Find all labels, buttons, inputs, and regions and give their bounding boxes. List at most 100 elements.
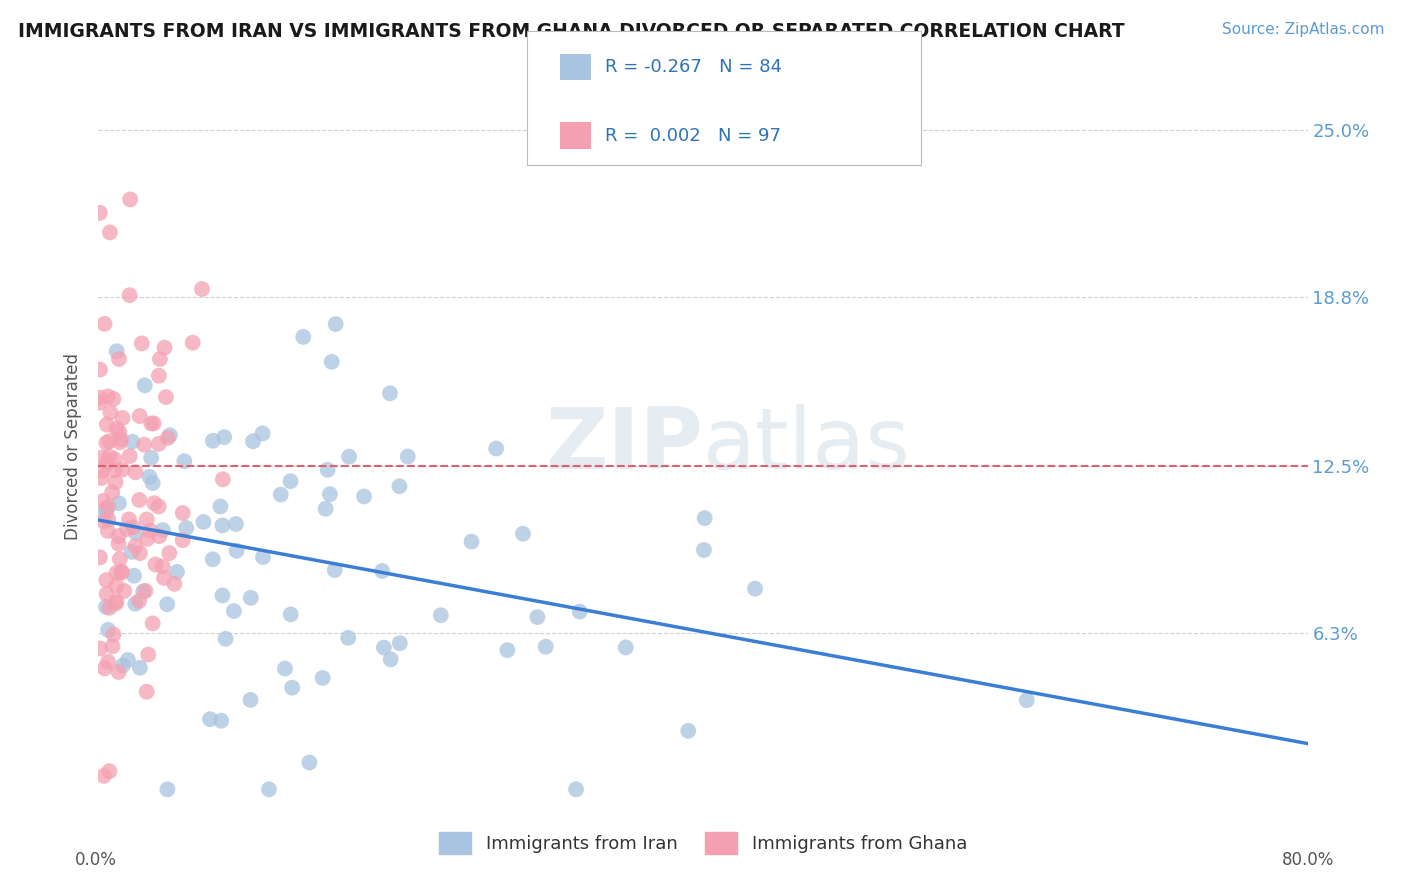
Point: [321, 355, 343, 369]
Text: 0.0%: 0.0%: [75, 851, 117, 870]
Point: [108, 496, 131, 510]
Point: [128, 594, 150, 608]
Point: [396, 450, 419, 464]
Point: [118, 288, 141, 302]
Point: [565, 782, 588, 797]
Point: [143, 496, 166, 510]
Point: [107, 537, 129, 551]
Point: [101, 640, 124, 654]
Point: [128, 409, 150, 423]
Point: [388, 636, 411, 650]
Point: [89, 396, 111, 410]
Point: [744, 582, 766, 596]
Point: [125, 526, 148, 541]
Point: [172, 533, 194, 548]
Y-axis label: Divorced or Separated: Divorced or Separated: [65, 352, 83, 540]
Point: [104, 475, 127, 490]
Point: [156, 597, 179, 611]
Point: [319, 487, 342, 501]
Point: [91, 494, 114, 508]
Point: [136, 648, 159, 662]
Point: [117, 653, 139, 667]
Point: [198, 712, 221, 726]
Point: [98, 450, 121, 464]
Point: [214, 632, 236, 646]
Point: [337, 631, 360, 645]
Point: [274, 662, 297, 676]
Text: R =  0.002   N = 97: R = 0.002 N = 97: [605, 127, 780, 145]
Point: [252, 549, 274, 564]
Text: Source: ZipAtlas.com: Source: ZipAtlas.com: [1222, 22, 1385, 37]
Point: [103, 392, 125, 406]
Point: [325, 317, 347, 331]
Point: [496, 643, 519, 657]
Point: [201, 552, 224, 566]
Point: [145, 558, 167, 572]
Point: [239, 693, 262, 707]
Point: [104, 452, 127, 467]
Point: [98, 764, 121, 779]
Point: [97, 500, 120, 514]
Point: [91, 450, 114, 465]
Point: [292, 330, 315, 344]
Point: [281, 681, 304, 695]
Point: [94, 506, 117, 520]
Point: [693, 543, 716, 558]
Point: [105, 344, 128, 359]
Point: [280, 474, 302, 488]
Point: [135, 684, 157, 698]
Point: [108, 435, 131, 450]
Point: [153, 571, 176, 585]
Point: [371, 564, 394, 578]
Point: [311, 671, 333, 685]
Point: [89, 391, 111, 405]
Text: 80.0%: 80.0%: [1281, 851, 1334, 870]
Point: [110, 566, 132, 580]
Point: [298, 756, 321, 770]
Point: [225, 543, 247, 558]
Point: [111, 565, 134, 579]
Point: [153, 341, 176, 355]
Point: [193, 515, 215, 529]
Point: [124, 597, 146, 611]
Point: [105, 566, 128, 580]
Point: [149, 351, 172, 366]
Point: [148, 529, 170, 543]
Point: [122, 568, 145, 582]
Point: [211, 518, 233, 533]
Point: [316, 463, 339, 477]
Point: [98, 600, 121, 615]
Point: [141, 417, 163, 431]
Point: [121, 434, 143, 449]
Point: [98, 226, 121, 240]
Point: [96, 457, 118, 471]
Point: [191, 282, 214, 296]
Point: [97, 389, 120, 403]
Point: [156, 782, 179, 797]
Point: [111, 658, 134, 673]
Point: [134, 583, 156, 598]
Point: [90, 471, 112, 485]
Point: [526, 610, 548, 624]
Point: [142, 417, 165, 431]
Point: [242, 434, 264, 449]
Point: [148, 368, 170, 383]
Point: [373, 640, 395, 655]
Point: [135, 512, 157, 526]
Point: [111, 462, 134, 476]
Point: [89, 362, 111, 376]
Text: ZIP: ZIP: [546, 404, 703, 488]
Point: [112, 583, 135, 598]
Point: [110, 433, 132, 447]
Point: [136, 532, 159, 546]
Point: [155, 390, 177, 404]
Point: [93, 661, 115, 675]
Point: [152, 523, 174, 537]
Point: [108, 552, 131, 566]
Point: [380, 652, 402, 666]
Point: [103, 463, 125, 477]
Point: [97, 623, 120, 637]
Point: [93, 514, 115, 528]
Point: [209, 714, 232, 728]
Point: [388, 479, 411, 493]
